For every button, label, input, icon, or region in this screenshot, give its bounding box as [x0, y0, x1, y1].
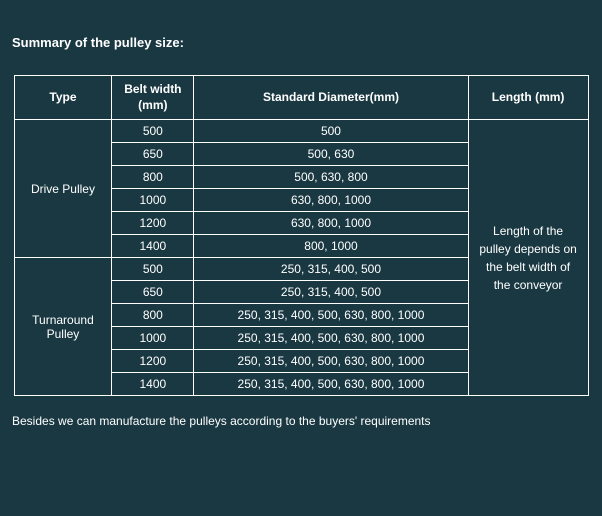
- bw-cell: 650: [112, 281, 194, 304]
- sd-cell: 250, 315, 400, 500, 630, 800, 1000: [194, 350, 468, 373]
- bw-cell: 1400: [112, 235, 194, 258]
- bw-cell: 500: [112, 120, 194, 143]
- col-header-length: Length (mm): [468, 76, 588, 120]
- sd-cell: 630, 800, 1000: [194, 212, 468, 235]
- sd-cell: 250, 315, 400, 500, 630, 800, 1000: [194, 327, 468, 350]
- type-cell-drive-pulley: Drive Pulley: [14, 120, 112, 258]
- table-row: Drive Pulley 500 500 Length of the pulle…: [14, 120, 588, 143]
- bw-cell: 800: [112, 166, 194, 189]
- sd-cell: 250, 315, 400, 500, 630, 800, 1000: [194, 373, 468, 396]
- bw-cell: 1000: [112, 189, 194, 212]
- bw-cell: 1400: [112, 373, 194, 396]
- sd-cell: 250, 315, 400, 500: [194, 258, 468, 281]
- sd-cell: 250, 315, 400, 500: [194, 281, 468, 304]
- bw-cell: 1000: [112, 327, 194, 350]
- table-header-row: Type Belt width (mm) Standard Diameter(m…: [14, 76, 588, 120]
- table-title: Summary of the pulley size:: [12, 35, 592, 50]
- pulley-size-table: Type Belt width (mm) Standard Diameter(m…: [14, 75, 589, 396]
- bw-cell: 1200: [112, 212, 194, 235]
- sd-cell: 500, 630: [194, 143, 468, 166]
- bw-cell: 650: [112, 143, 194, 166]
- length-note-cell: Length of the pulley depends on the belt…: [468, 120, 588, 396]
- bw-cell: 500: [112, 258, 194, 281]
- col-header-type: Type: [14, 76, 112, 120]
- sd-cell: 500, 630, 800: [194, 166, 468, 189]
- col-header-standard-diameter: Standard Diameter(mm): [194, 76, 468, 120]
- bw-cell: 800: [112, 304, 194, 327]
- sd-cell: 500: [194, 120, 468, 143]
- sd-cell: 630, 800, 1000: [194, 189, 468, 212]
- type-cell-turnaround-pulley: Turnaround Pulley: [14, 258, 112, 396]
- sd-cell: 250, 315, 400, 500, 630, 800, 1000: [194, 304, 468, 327]
- footer-note: Besides we can manufacture the pulleys a…: [12, 414, 592, 428]
- bw-cell: 1200: [112, 350, 194, 373]
- col-header-belt-width: Belt width (mm): [112, 76, 194, 120]
- sd-cell: 800, 1000: [194, 235, 468, 258]
